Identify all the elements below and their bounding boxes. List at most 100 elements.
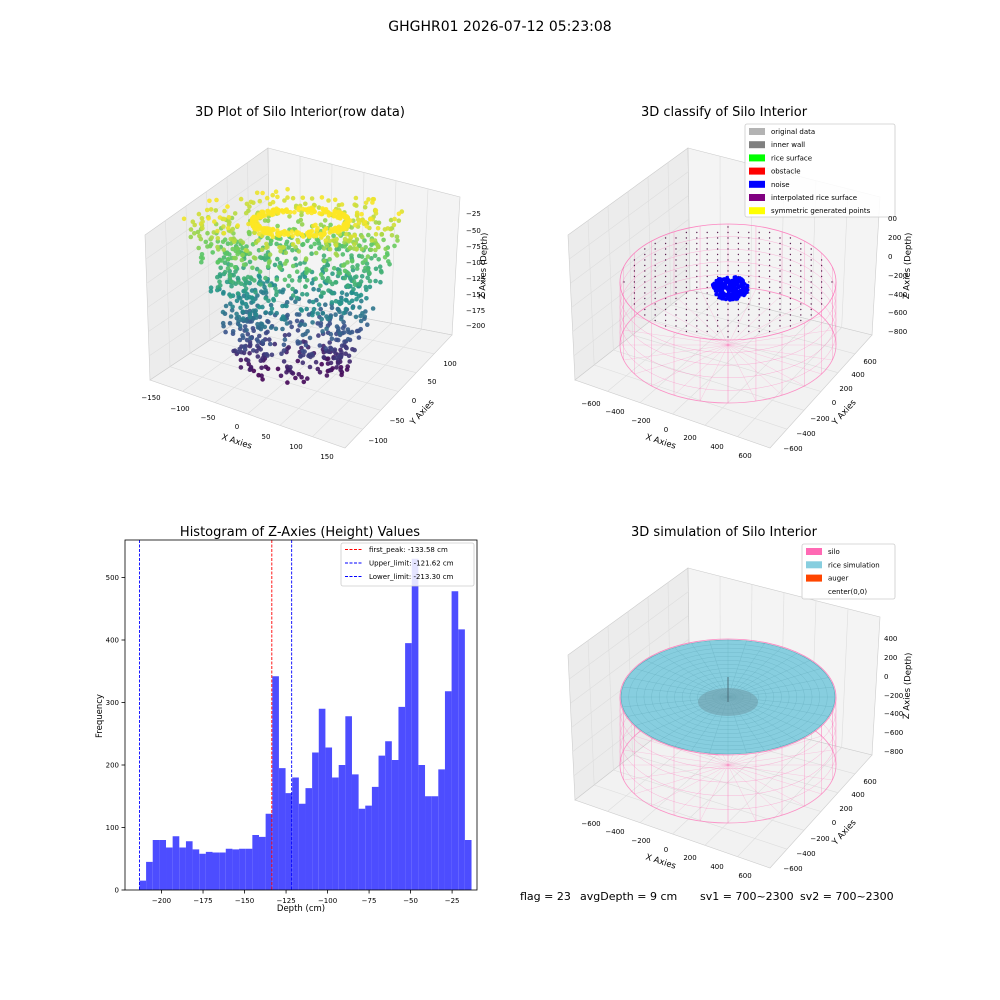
- grid-dot: [675, 281, 677, 283]
- histogram-legend-frame: [340, 542, 475, 587]
- scatter-point: [323, 267, 329, 273]
- scatter-point: [230, 329, 236, 334]
- scatter-point: [392, 216, 397, 222]
- scatter-point: [205, 244, 210, 249]
- scatter-point: [359, 217, 365, 223]
- grid-dot: [820, 270, 823, 272]
- histogram-bar: [351, 774, 359, 891]
- grid-dot: [727, 330, 729, 333]
- grid-dot: [810, 259, 812, 261]
- scatter-point: [283, 241, 289, 247]
- scatter-point: [230, 304, 235, 310]
- scatter-point: [263, 275, 268, 281]
- scatter-point: [332, 226, 337, 232]
- scatter-point: [284, 370, 289, 375]
- grid-dot: [654, 308, 656, 311]
- p2-y-tick: 600: [863, 358, 876, 366]
- scatter-point: [280, 314, 286, 319]
- scatter-point: [327, 279, 333, 285]
- scatter-point: [275, 223, 280, 229]
- scatter-point: [269, 310, 274, 315]
- grid-dot: [664, 314, 667, 316]
- scatter-point: [342, 339, 347, 345]
- scatter-point: [366, 232, 371, 238]
- grid-dot: [706, 286, 708, 289]
- scatter-point: [250, 265, 255, 271]
- grid-dot: [664, 308, 667, 311]
- grid-dot: [696, 275, 698, 278]
- scatter-point: [395, 238, 400, 243]
- grid-dot: [800, 286, 802, 289]
- scatter-point: [326, 288, 331, 293]
- scatter-point: [329, 300, 335, 305]
- scatter-point: [376, 257, 382, 262]
- grid-dot: [706, 292, 708, 294]
- scatter-point: [328, 360, 334, 366]
- rice-mesh-spoke: [691, 643, 729, 698]
- grid-dot: [675, 242, 677, 245]
- scatter-point: [320, 290, 325, 296]
- grid-dot: [644, 264, 646, 267]
- scatter-point: [257, 274, 263, 280]
- scatter-point: [210, 250, 215, 255]
- silo-spoke: [651, 764, 729, 807]
- scatter-point: [247, 311, 253, 317]
- panel4-rice-surface: [620, 639, 836, 755]
- grid-dot: [644, 259, 646, 261]
- grid-dot: [685, 330, 688, 333]
- scatter-point: [347, 245, 353, 250]
- scatter-point: [337, 309, 342, 315]
- silo-spoke: [673, 294, 729, 346]
- panel1-y-ticks: −100 −50 0 50 100: [368, 360, 456, 445]
- scatter-point: [342, 275, 348, 281]
- grid-dot: [737, 308, 740, 311]
- x-tick-label: −100: [318, 897, 337, 905]
- p2-x-tick: 200: [683, 434, 696, 442]
- scatter-point: [208, 207, 214, 212]
- grid-dot: [696, 231, 698, 234]
- grid-dot: [706, 248, 708, 250]
- noise-point: [737, 292, 741, 297]
- grid-dot: [800, 242, 802, 245]
- scatter-point: [293, 375, 298, 381]
- scatter-point: [330, 290, 335, 296]
- grid-dot: [748, 314, 750, 316]
- histogram-bar: [358, 808, 366, 890]
- scatter-point: [252, 230, 257, 235]
- scatter-point: [262, 218, 268, 223]
- scatter-point: [292, 210, 297, 215]
- silo-spoke: [673, 344, 729, 396]
- histogram-bar: [172, 836, 180, 890]
- scatter-point: [241, 276, 247, 281]
- grid-dot: [800, 319, 802, 322]
- scatter-point: [307, 335, 313, 341]
- scatter-point: [215, 228, 220, 234]
- scatter-point: [362, 219, 368, 225]
- scatter-point: [220, 309, 226, 315]
- scatter-point: [270, 228, 276, 233]
- scatter-point: [234, 246, 240, 251]
- scatter-point: [340, 252, 346, 257]
- scatter-point: [328, 331, 334, 337]
- scatter-point: [363, 200, 369, 206]
- scatter-point: [259, 289, 264, 295]
- histogram-x-ticks: −200 −175 −150 −125 −100 −75 −50 −25: [152, 890, 459, 905]
- histogram-bar: [365, 805, 372, 891]
- grid-dot: [675, 303, 677, 305]
- scatter-point: [235, 251, 240, 257]
- grid-dot: [768, 286, 771, 289]
- scatter-point: [337, 271, 343, 276]
- legend-label: first_peak: -133.58 cm: [369, 546, 448, 554]
- scatter-point: [326, 213, 332, 218]
- scatter-point: [314, 237, 320, 242]
- scatter-point: [228, 294, 234, 299]
- scatter-point: [392, 243, 397, 249]
- scatter-point: [352, 202, 358, 207]
- scatter-point: [264, 195, 270, 201]
- scatter-point: [253, 308, 258, 313]
- scatter-point: [272, 262, 278, 268]
- rice-mesh-spoke: [727, 643, 765, 698]
- panel1-scatter-points: [181, 187, 405, 385]
- grid-dot: [685, 297, 688, 300]
- scatter-point: [330, 271, 335, 277]
